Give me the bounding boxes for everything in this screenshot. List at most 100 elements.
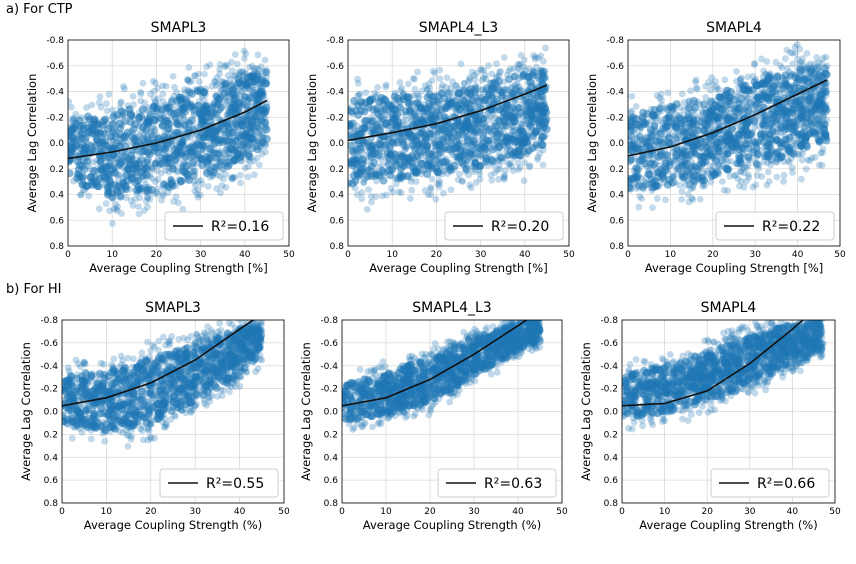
scatter-point	[703, 167, 710, 175]
scatter-point	[723, 164, 732, 173]
scatter-point	[481, 71, 489, 79]
scatter-point	[775, 89, 783, 97]
scatter-point	[239, 67, 247, 75]
scatter-point	[431, 69, 439, 77]
scatter-point	[112, 205, 120, 213]
scatter-point	[73, 174, 82, 183]
y-tick-label: -0.6	[40, 339, 58, 349]
scatter-point	[521, 159, 529, 167]
scatter-point	[693, 165, 702, 174]
scatter-point	[807, 121, 816, 130]
scatter-points	[68, 47, 271, 227]
scatter-point	[137, 112, 146, 121]
scatter-point	[408, 186, 416, 194]
scatter-point	[784, 157, 792, 165]
scatter-point	[814, 135, 823, 144]
scatter-point	[819, 149, 826, 157]
scatter-point	[246, 128, 255, 137]
scatter-point	[628, 107, 635, 115]
scatter-point	[103, 107, 111, 115]
scatter-point	[510, 148, 519, 157]
scatter-point	[744, 73, 752, 81]
scatter-point	[144, 338, 151, 346]
scatter-point	[791, 43, 799, 51]
scatter-point	[179, 205, 187, 213]
scatter-point	[244, 173, 252, 181]
scatter-point	[203, 160, 212, 169]
x-tick-label: 40	[239, 250, 251, 260]
scatter-point	[466, 76, 474, 84]
scatter-point	[374, 150, 383, 159]
scatter-point	[531, 128, 540, 137]
scatter-point	[738, 74, 745, 82]
y-tick-label: -0.8	[326, 36, 344, 46]
scatter-point	[481, 145, 490, 154]
scatter-point	[439, 137, 448, 146]
scatter-point	[453, 82, 461, 90]
scatter-point	[191, 72, 198, 80]
chart-2: 0 10 20 30 40 50-0.8-0.6-0.4-0.20.00.20.40.60…	[305, 20, 575, 275]
scatter-point	[707, 178, 715, 186]
scatter-point	[821, 87, 830, 96]
scatter-point	[242, 50, 250, 58]
scatter-point	[666, 102, 675, 111]
scatter-point	[672, 144, 681, 153]
scatter-point	[232, 120, 239, 128]
scatter-point	[785, 147, 794, 156]
scatter-point	[507, 65, 514, 73]
scatter-point	[753, 150, 762, 159]
scatter-point	[198, 141, 207, 150]
scatter-point	[783, 81, 792, 90]
scatter-point	[198, 180, 206, 188]
scatter-point	[138, 105, 147, 114]
y-tick-label: 0.2	[44, 430, 58, 440]
scatter-point	[368, 198, 375, 206]
scatter-point	[362, 89, 370, 96]
scatter-point	[191, 187, 199, 195]
scatter-point	[532, 89, 540, 97]
scatter-point	[471, 75, 479, 83]
scatter-point	[653, 195, 661, 203]
scatter-point	[367, 153, 376, 162]
scatter-point	[468, 95, 477, 104]
scatter-point	[421, 187, 429, 194]
scatter-point	[632, 120, 641, 129]
y-tick-label: -0.2	[326, 113, 344, 123]
scatter-point	[423, 169, 432, 178]
scatter-point	[737, 159, 746, 168]
scatter-point	[432, 155, 441, 164]
scatter-point	[418, 87, 426, 95]
scatter-point	[511, 98, 518, 105]
scatter-point	[778, 123, 787, 132]
scatter-point	[216, 157, 224, 165]
scatter-point	[102, 163, 111, 172]
scatter-point	[541, 118, 550, 127]
scatter-point	[514, 166, 522, 174]
scatter-point	[221, 151, 229, 159]
scatter-point	[68, 169, 74, 178]
scatter-point	[432, 141, 441, 150]
scatter-point	[685, 103, 694, 112]
scatter-point	[355, 145, 364, 154]
scatter-point	[697, 173, 706, 182]
scatter-point	[137, 148, 146, 157]
scatter-point	[233, 150, 242, 159]
scatter-point	[103, 183, 112, 192]
scatter-point	[764, 140, 773, 149]
scatter-point	[731, 107, 740, 116]
scatter-point	[378, 161, 386, 169]
scatter-point	[126, 161, 135, 170]
scatter-point	[484, 136, 493, 145]
scatter-point	[781, 135, 790, 144]
scatter-point	[240, 47, 248, 55]
scatter-point	[83, 104, 90, 112]
scatter-point	[208, 82, 216, 90]
scatter-point	[240, 92, 249, 101]
scatter-point	[382, 81, 390, 89]
scatter-point	[450, 161, 459, 170]
scatter-point	[715, 86, 723, 93]
scatter-point	[358, 195, 366, 203]
scatter-point	[261, 118, 270, 127]
scatter-point	[194, 185, 202, 193]
scatter-point	[371, 89, 378, 97]
